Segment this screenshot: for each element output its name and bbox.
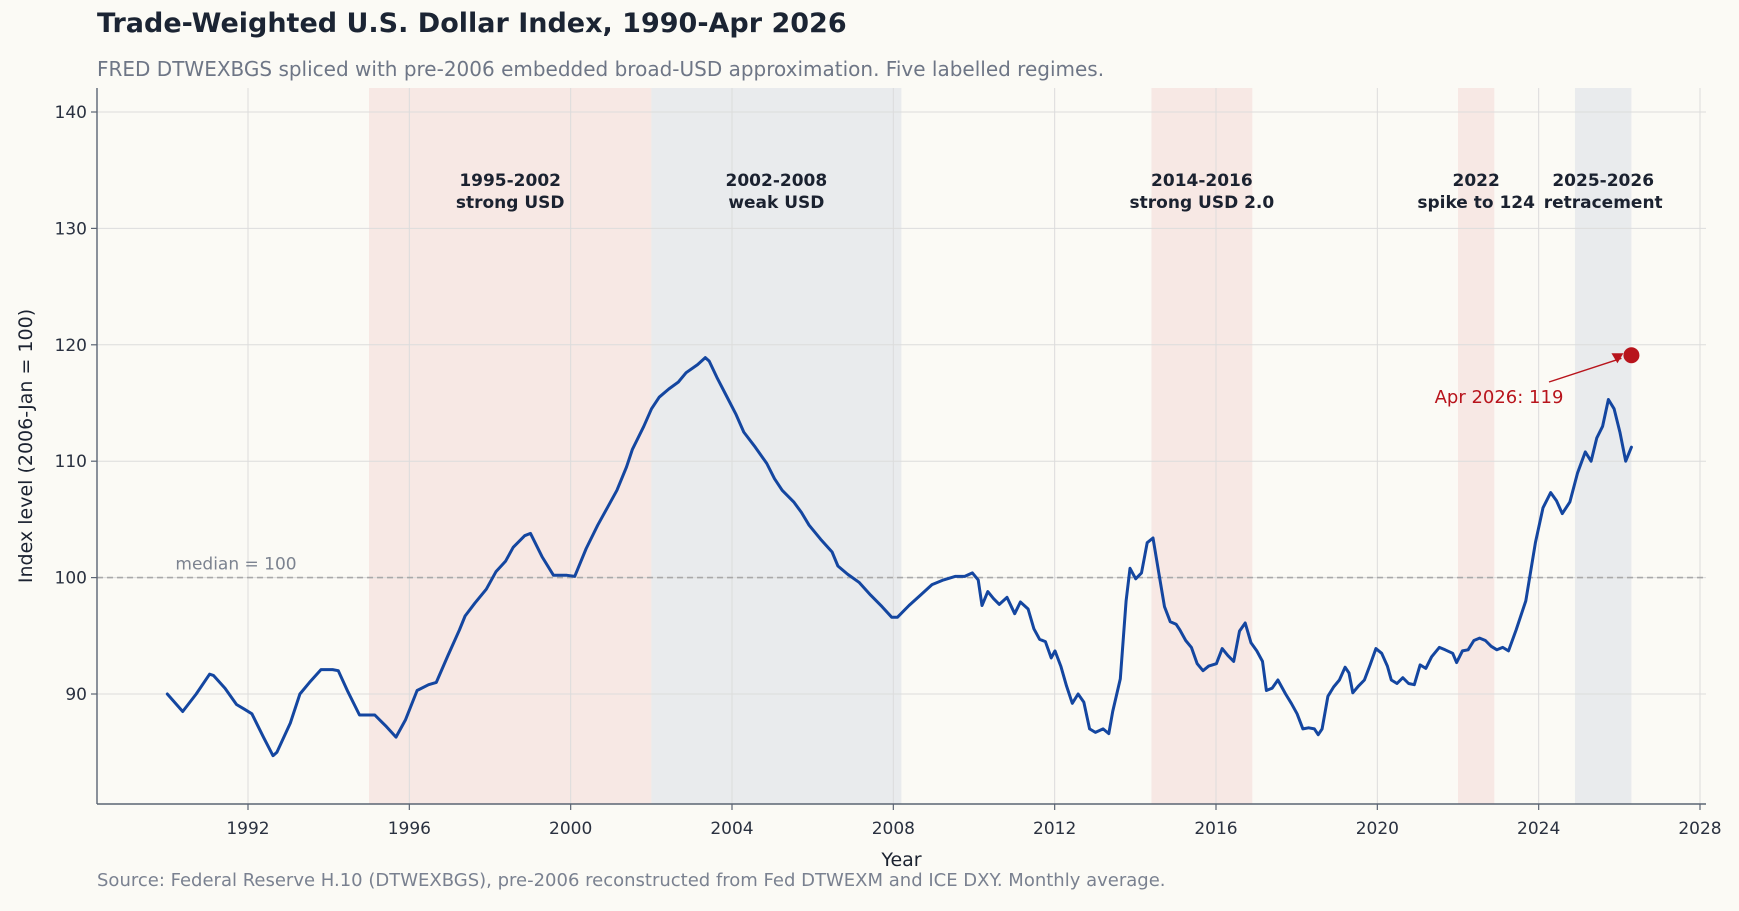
annotation-arrow: [1548, 357, 1622, 383]
regime-label-2-line1: 2014-2016: [1151, 171, 1253, 191]
x-tick-label: 2012: [1033, 819, 1076, 839]
x-tick-label: 2028: [1678, 819, 1721, 839]
x-tick-label: 2004: [710, 819, 753, 839]
x-tick-label: 1992: [226, 819, 269, 839]
regime-label-1-line1: 2002-2008: [726, 171, 828, 191]
source-note: Source: Federal Reserve H.10 (DTWEXBGS),…: [97, 870, 1166, 891]
annotation-arrowhead: [1611, 353, 1624, 364]
x-axis-label: Year: [880, 849, 921, 871]
regime-band-2: [1151, 88, 1253, 804]
regime-label-0-line1: 1995-2002: [459, 171, 561, 191]
regime-label-1-line2: weak USD: [728, 193, 824, 213]
regime-label-0-line2: strong USD: [456, 193, 565, 213]
annotation-label: Apr 2026: 119: [1435, 387, 1564, 408]
regime-label-4-line2: retracement: [1544, 193, 1663, 213]
regime-label-4-line1: 2025-2026: [1552, 171, 1654, 191]
median-label: median = 100: [175, 555, 296, 575]
chart-title: Trade-Weighted U.S. Dollar Index, 1990-A…: [97, 8, 847, 39]
y-tick-label: 100: [55, 569, 87, 589]
series-line: [165, 356, 1633, 758]
regime-label-3-line1: 2022: [1452, 171, 1499, 191]
x-tick-label: 2000: [549, 819, 592, 839]
regime-label-2-line2: strong USD 2.0: [1130, 193, 1275, 213]
y-tick-label: 140: [55, 103, 87, 123]
regime-band-0: [369, 88, 652, 804]
regime-label-3-line2: spike to 124: [1417, 193, 1535, 213]
y-tick-label: 130: [55, 219, 87, 239]
y-tick-label: 120: [55, 336, 87, 356]
x-tick-label: 2024: [1517, 819, 1560, 839]
y-tick-label: 90: [65, 685, 87, 705]
y-axis-label: Index level (2006-Jan = 100): [15, 309, 37, 583]
regime-band-3: [1458, 88, 1495, 804]
x-tick-label: 1996: [388, 819, 431, 839]
y-tick-label: 110: [55, 452, 87, 472]
end-point-marker: [1623, 347, 1640, 364]
regime-band-1: [651, 88, 902, 804]
x-tick-label: 2016: [1194, 819, 1237, 839]
x-tick-label: 2008: [872, 819, 915, 839]
chart-subtitle: FRED DTWEXBGS spliced with pre-2006 embe…: [97, 57, 1105, 81]
x-tick-label: 2020: [1356, 819, 1399, 839]
